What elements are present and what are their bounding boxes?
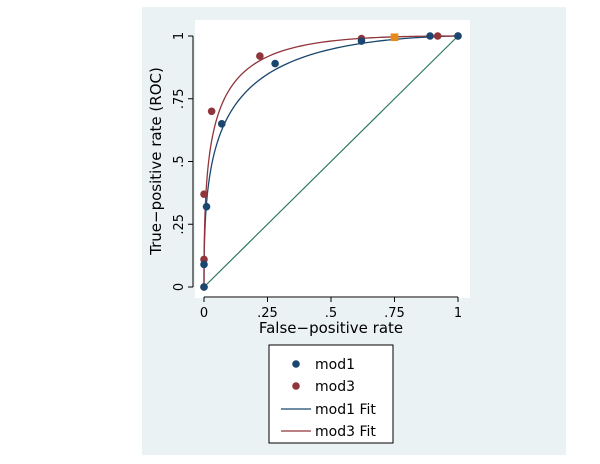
x-axis-label: False−positive rate: [259, 319, 403, 337]
y-tick-label: 0: [172, 283, 187, 291]
legend: mod1 mod3 mod1 Fit mod3 Fit: [268, 344, 394, 444]
point-mod3: [207, 107, 216, 116]
point-mod1: [454, 32, 462, 40]
legend-mod1-marker: [292, 360, 300, 368]
x-tick-label: .5: [325, 306, 337, 321]
reference-line-group: [203, 35, 459, 288]
point-mod3: [433, 32, 442, 40]
point-mod1: [200, 283, 208, 291]
point-mod1: [426, 32, 434, 40]
plot-area: [195, 20, 470, 298]
point-mod1: [357, 37, 366, 45]
legend-mod1-label: mod1: [315, 357, 355, 373]
x-tick-label: 1: [454, 306, 462, 321]
point-mod1: [217, 120, 226, 128]
x-tick-label: 0: [200, 306, 208, 321]
y-tick-label: .75: [172, 88, 187, 109]
x-tick-label: .25: [257, 306, 278, 321]
highlight-point: [390, 33, 399, 42]
point-mod3: [200, 190, 208, 198]
y-ticks: 0 .25 .5 .75 1: [172, 32, 193, 291]
point-mod1: [271, 59, 279, 68]
legend-mod3-marker: [292, 382, 300, 390]
y-axis-label: True−positive rate (ROC): [147, 67, 165, 256]
reference-line: [203, 35, 459, 288]
y-tick-label: .25: [172, 214, 187, 235]
x-ticks: 0 .25 .5 .75 1: [200, 297, 462, 321]
highlight-group: [390, 33, 399, 42]
y-tick-label: 1: [172, 32, 187, 40]
legend-mod3-fit-label: mod3 Fit: [315, 424, 376, 440]
legend-mod3-label: mod3: [315, 379, 355, 395]
point-mod3: [256, 52, 264, 60]
data-points: [200, 32, 462, 291]
x-tick-label: .75: [384, 306, 405, 321]
point-mod1: [200, 260, 208, 269]
legend-mod1-fit-label: mod1 Fit: [315, 402, 376, 418]
legend-box: [268, 344, 394, 444]
y-tick-label: .5: [172, 155, 187, 167]
point-mod1: [202, 202, 211, 211]
